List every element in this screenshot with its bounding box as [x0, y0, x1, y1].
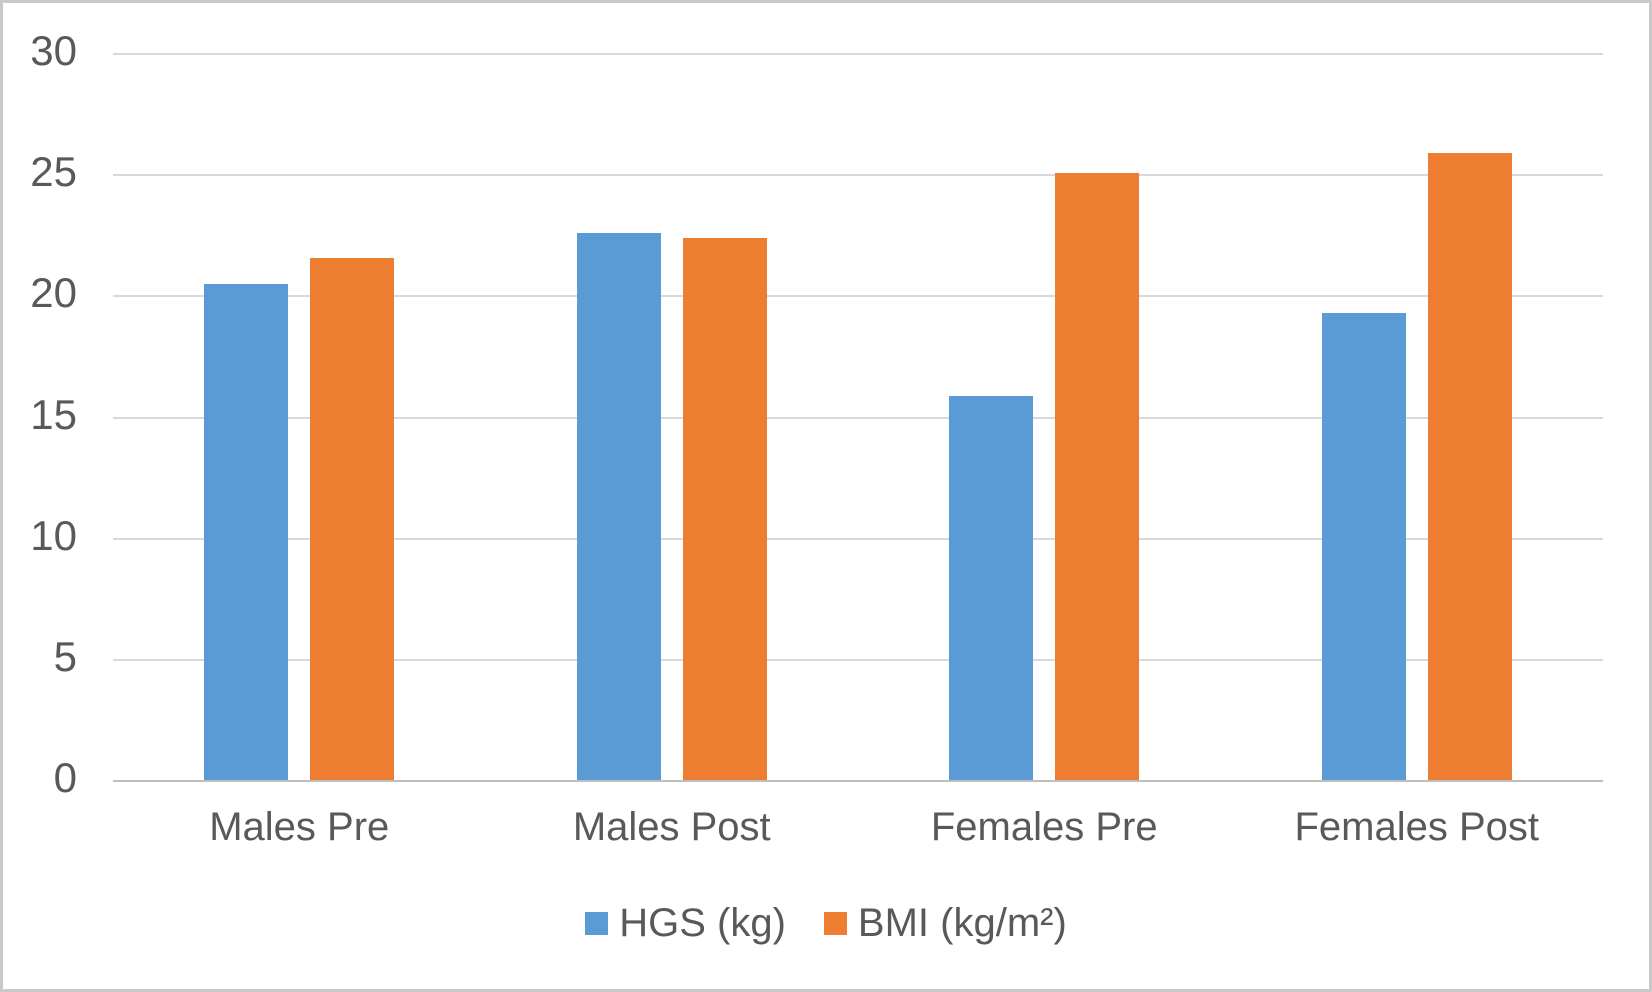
bar-bmi-females-pre: [1055, 172, 1140, 781]
y-tick-label: 5: [53, 632, 77, 680]
bar-bmi-males-post: [682, 238, 767, 781]
plot-area: [113, 53, 1604, 782]
legend-swatch-icon: [585, 911, 609, 935]
legend: HGS (kg) BMI (kg/m²): [3, 901, 1649, 945]
bar-hgs-females-pre: [949, 395, 1034, 781]
gridline: [113, 295, 1603, 298]
x-category-label: Males Pre: [209, 805, 390, 849]
y-tick-label: 25: [30, 148, 77, 196]
legend-label: HGS (kg): [619, 901, 786, 945]
gridline: [113, 537, 1603, 540]
bar-group-males-pre: [113, 54, 486, 781]
gridline: [113, 416, 1603, 419]
legend-label: BMI (kg/m²): [857, 901, 1067, 945]
y-tick-label: 0: [53, 754, 77, 801]
legend-item-bmi: BMI (kg/m²): [823, 901, 1067, 945]
bar-bmi-males-pre: [310, 257, 395, 781]
bar-hgs-males-pre: [204, 284, 289, 781]
x-category-label: Females Pre: [930, 805, 1158, 849]
x-category-label: Males Post: [572, 805, 771, 849]
gridline: [113, 174, 1603, 177]
bar-group-males-post: [486, 54, 859, 781]
x-axis-line: [113, 780, 1603, 782]
y-tick-label: 20: [30, 269, 77, 317]
legend-item-hgs: HGS (kg): [585, 901, 786, 945]
bar-hgs-males-post: [576, 233, 661, 781]
legend-swatch-icon: [823, 911, 847, 935]
gridline: [113, 658, 1603, 661]
x-axis: Males Pre Males Post Females Pre Females Po…: [113, 803, 1603, 855]
bar-bmi-females-post: [1427, 153, 1512, 781]
y-tick-label: 10: [30, 511, 77, 559]
y-tick-label: 15: [30, 390, 77, 438]
bar-group-females-pre: [858, 54, 1231, 781]
bar-group-females-post: [1231, 54, 1604, 781]
gridline: [113, 53, 1603, 55]
x-category-label: Females Post: [1294, 805, 1540, 849]
bar-hgs-females-post: [1321, 313, 1406, 781]
y-axis: 0 5 10 15 20 25 30: [3, 30, 77, 799]
y-tick-label: 30: [30, 27, 77, 74]
